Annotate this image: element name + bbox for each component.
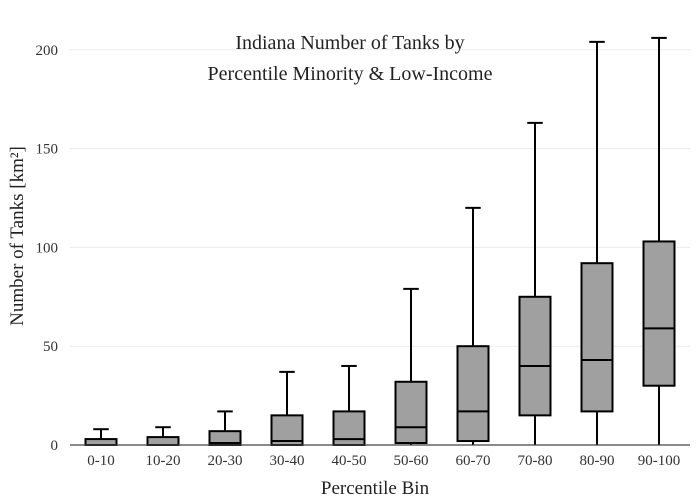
x-tick-label: 80-90 (580, 453, 615, 469)
iqr-box (456, 345, 490, 443)
y-tick-label: 200 (36, 43, 59, 59)
y-tick-label: 50 (43, 339, 58, 355)
x-tick-label: 60-70 (456, 453, 491, 469)
iqr-box (518, 295, 552, 417)
chart-title: Indiana Number of Tanks by (235, 32, 464, 54)
box-90-100 (642, 36, 676, 445)
iqr-box (642, 240, 676, 387)
x-tick-label: 20-30 (208, 453, 243, 469)
x-tick-label: 70-80 (518, 453, 553, 469)
y-tick-label: 100 (36, 240, 59, 256)
boxes (84, 36, 676, 447)
y-tick-label: 0 (51, 438, 59, 454)
x-tick-label: 30-40 (270, 453, 305, 469)
iqr-box (394, 380, 428, 445)
box-20-30 (208, 410, 242, 446)
x-tick-label: 10-20 (146, 453, 181, 469)
box-80-90 (580, 40, 614, 445)
box-30-40 (270, 370, 304, 447)
box-0-10 (84, 428, 118, 447)
iqr-box (146, 436, 180, 447)
x-tick-label: 90-100 (638, 453, 681, 469)
y-tick-labels: 0 50 100 150 200 (36, 43, 59, 454)
x-axis-title: Percentile Bin (321, 478, 430, 499)
box-70-80 (518, 121, 552, 445)
box-60-70 (456, 206, 490, 445)
y-axis-title: Number of Tanks [km²] (7, 146, 28, 326)
x-tick-label: 0-10 (87, 453, 115, 469)
y-tick-label: 150 (36, 142, 59, 158)
box-50-60 (394, 287, 428, 445)
box-40-50 (332, 364, 366, 446)
chart-subtitle: Percentile Minority & Low-Income (208, 63, 493, 85)
x-tick-label: 50-60 (394, 453, 429, 469)
x-tick-labels: 0-10 10-20 20-30 30-40 40-50 50-60 60-70 70-80 8… (87, 453, 680, 469)
box-10-20 (146, 426, 180, 447)
iqr-box (580, 262, 614, 413)
x-tick-label: 40-50 (332, 453, 367, 469)
